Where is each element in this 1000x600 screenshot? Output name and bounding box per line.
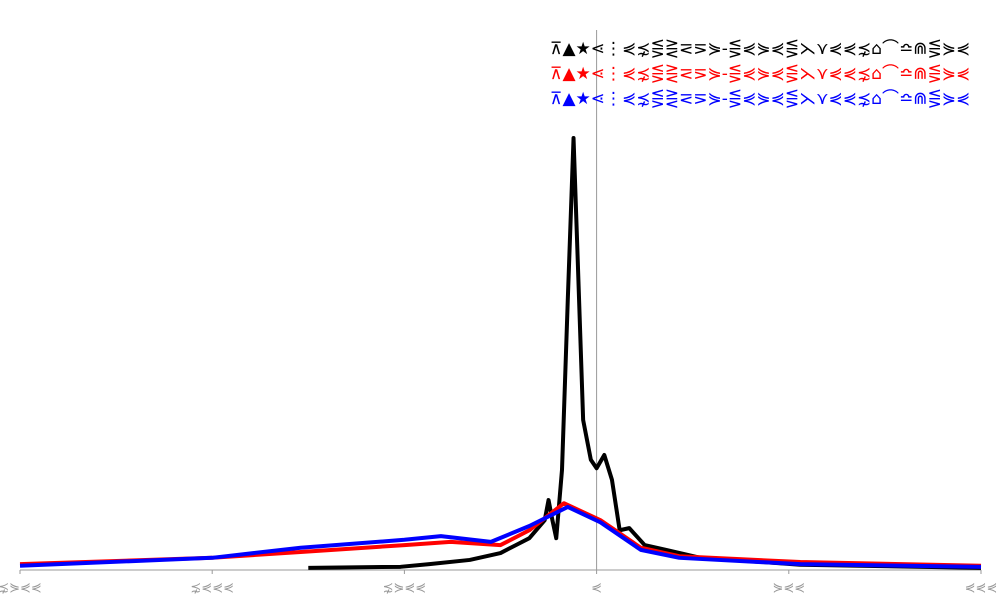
line-series bbox=[19, 504, 982, 569]
legend-entry: ⊼▲★⋖⋮⋞⋨⋚⋛⋜⋝⋟-⋚⋞⋟⋞⋚⋋⋎⋞⋞⋨⌂⌒≏⋒⋚⋟⋞ bbox=[550, 64, 970, 84]
x-tick-label: ⋨⋟⋞⋞ bbox=[0, 581, 42, 596]
x-tick-label: ⋟⋞⋞ bbox=[772, 581, 805, 596]
line-series bbox=[308, 136, 982, 570]
line-series bbox=[19, 501, 982, 568]
x-tick-label: ⋨⋞⋞⋞ bbox=[190, 581, 234, 596]
legend-entry: ⊼▲★⋖⋮⋞⋨⋚⋛⋜⋝⋟-⋚⋞⋟⋞⋚⋋⋎⋞⋞⋨⌂⌒≏⋒⋚⋟⋞ bbox=[550, 39, 970, 59]
legend-entry: ⊼▲★⋖⋮⋞⋨⋚⋛⋜⋝⋟-⋚⋞⋟⋞⋚⋋⋎⋞⋞⋨⌂⌒≏⋒⋚⋟⋞ bbox=[550, 89, 970, 109]
x-tick-label: ⋞⋞⋞ bbox=[965, 581, 998, 596]
x-tick-label: ⋨⋟⋞⋞ bbox=[383, 581, 427, 596]
x-tick-label: ⋞ bbox=[591, 581, 602, 596]
